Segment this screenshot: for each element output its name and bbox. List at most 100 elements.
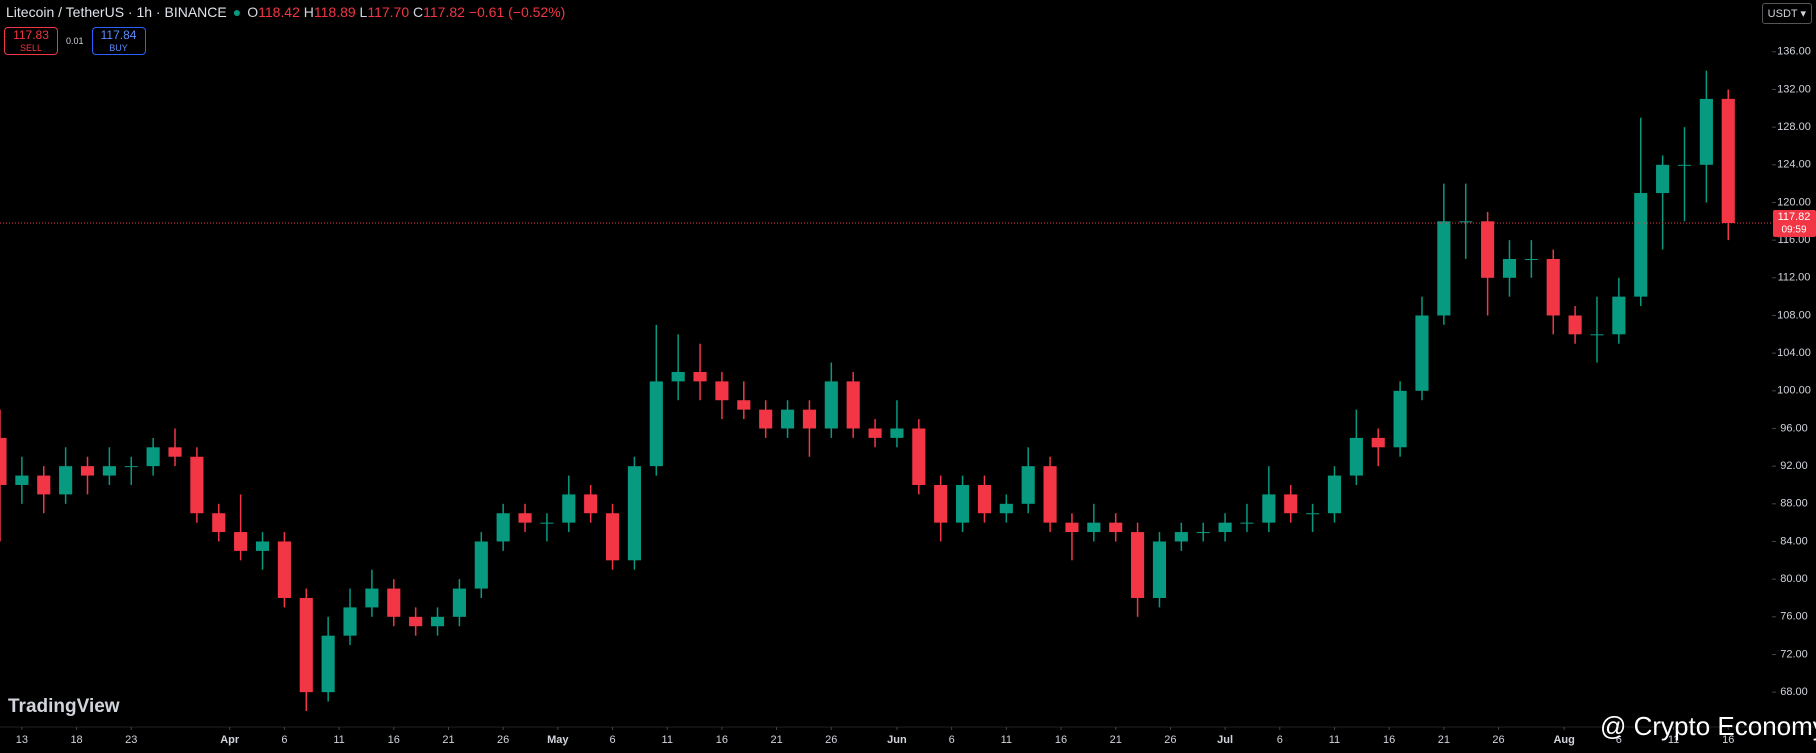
candle-body [1240,522,1254,524]
candle-body [759,409,773,429]
candle-body [780,409,795,429]
ohlc-label: L [359,4,368,20]
candle-body [15,475,29,485]
candle-body [1437,221,1451,316]
candle-body [37,475,51,495]
sell-button[interactable]: 117.83 SELL [4,27,58,55]
candle-body [824,381,838,429]
candle-body [1502,258,1517,278]
candle-body [1021,466,1035,504]
spread: 0.01 [66,36,84,46]
candle-body [190,456,204,514]
last-price-label: 117.82 [1778,211,1811,223]
x-tick-label: 21 [1110,734,1122,746]
y-tick-label: 132.00 [1777,83,1811,95]
y-tick-label: 112.00 [1778,272,1811,284]
candle-body [1284,494,1298,514]
x-tick-label: May [547,734,569,746]
candle-body [890,428,904,438]
candle-body [299,597,313,693]
y-tick-label: 136.00 [1777,46,1811,58]
y-tick-label: 72.00 [1780,648,1808,660]
x-tick-label: 13 [16,734,28,746]
x-tick-label: 16 [716,734,728,746]
ohlc-label: H [303,4,314,20]
candle-body [59,466,73,495]
symbol-header: Litecoin / TetherUS · 1h · BINANCE ● O11… [6,4,565,20]
candle-body [977,484,992,514]
x-tick-label: 21 [1438,734,1450,746]
candle-body [1459,221,1473,223]
y-tick-label: 96.00 [1780,422,1808,434]
candle-body [1109,522,1123,533]
candle-body [999,503,1013,514]
currency-selector[interactable]: USDT ▾ [1761,3,1812,24]
candle-body [627,466,641,561]
buy-price: 117.84 [100,28,137,42]
x-tick-label: 6 [1616,734,1622,746]
x-tick-label: Aug [1553,734,1574,746]
y-tick-label: 68.00 [1780,686,1808,698]
x-tick-label: 11 [1668,734,1679,746]
credit: @ Crypto Economy [1600,711,1816,742]
candle-body [1393,390,1407,448]
candle-body [1306,513,1320,515]
y-tick-label: 124.00 [1777,159,1811,171]
y-tick-label: 116.00 [1778,234,1811,246]
x-tick-label: 6 [281,734,287,746]
countdown: 09:59 [1781,225,1806,236]
candle-body [146,447,160,467]
candle-body [1174,532,1188,542]
x-tick-label: Jun [887,734,907,746]
candle-body [1371,437,1385,448]
candle-body [1699,98,1713,165]
y-tick-label: 120.00 [1777,196,1811,208]
candle-body [277,541,291,598]
candle-body [846,381,860,429]
x-tick-label: 11 [333,734,344,746]
buy-label: BUY [109,43,128,53]
symbol[interactable]: Litecoin / TetherUS · 1h · BINANCE [6,4,227,20]
candle-body [452,588,466,617]
candle-body [234,532,248,551]
trade-panel: 117.83 SELL 0.01 117.84 BUY [4,27,146,55]
candle-body [1590,334,1604,336]
candle-body [802,409,816,429]
candle-body [255,541,270,551]
candle-body [496,513,510,542]
buy-button[interactable]: 117.84 BUY [91,27,146,55]
watermark: TradingView [8,696,120,718]
currency: USDT [1767,8,1798,20]
y-tick-label: 80.00 [1780,573,1808,585]
x-tick-label: 6 [949,734,955,746]
candle-body [1612,296,1626,335]
candle-body [1721,98,1735,223]
candle-body [649,381,663,467]
ohlc-label: C [413,4,424,20]
x-tick-label: 21 [442,734,454,746]
x-tick-label: 16 [1055,734,1067,746]
candle-body [671,371,685,382]
candle-body [956,484,970,523]
last-price-tag [1773,209,1816,237]
x-tick-label: 16 [1383,734,1395,746]
candle-body [1568,315,1582,335]
x-tick-label: Apr [220,734,240,746]
ohlc-label: O [247,4,259,20]
x-tick-label: 11 [1001,734,1012,746]
y-tick-label: 100.00 [1777,385,1811,397]
candle-body [212,513,226,533]
candle-body [934,484,948,523]
candle-body [1524,258,1538,260]
x-tick-label: 26 [1492,734,1504,746]
candle-body [518,513,532,523]
candle-body [0,437,7,485]
y-tick-label: 76.00 [1780,611,1808,623]
candle-body [1634,193,1648,297]
x-tick-label: 18 [70,734,82,746]
candle-body [868,428,882,438]
candle-body [737,400,751,410]
x-tick-label: 11 [1329,734,1340,746]
change: −0.61 (−0.52%) [468,4,566,20]
